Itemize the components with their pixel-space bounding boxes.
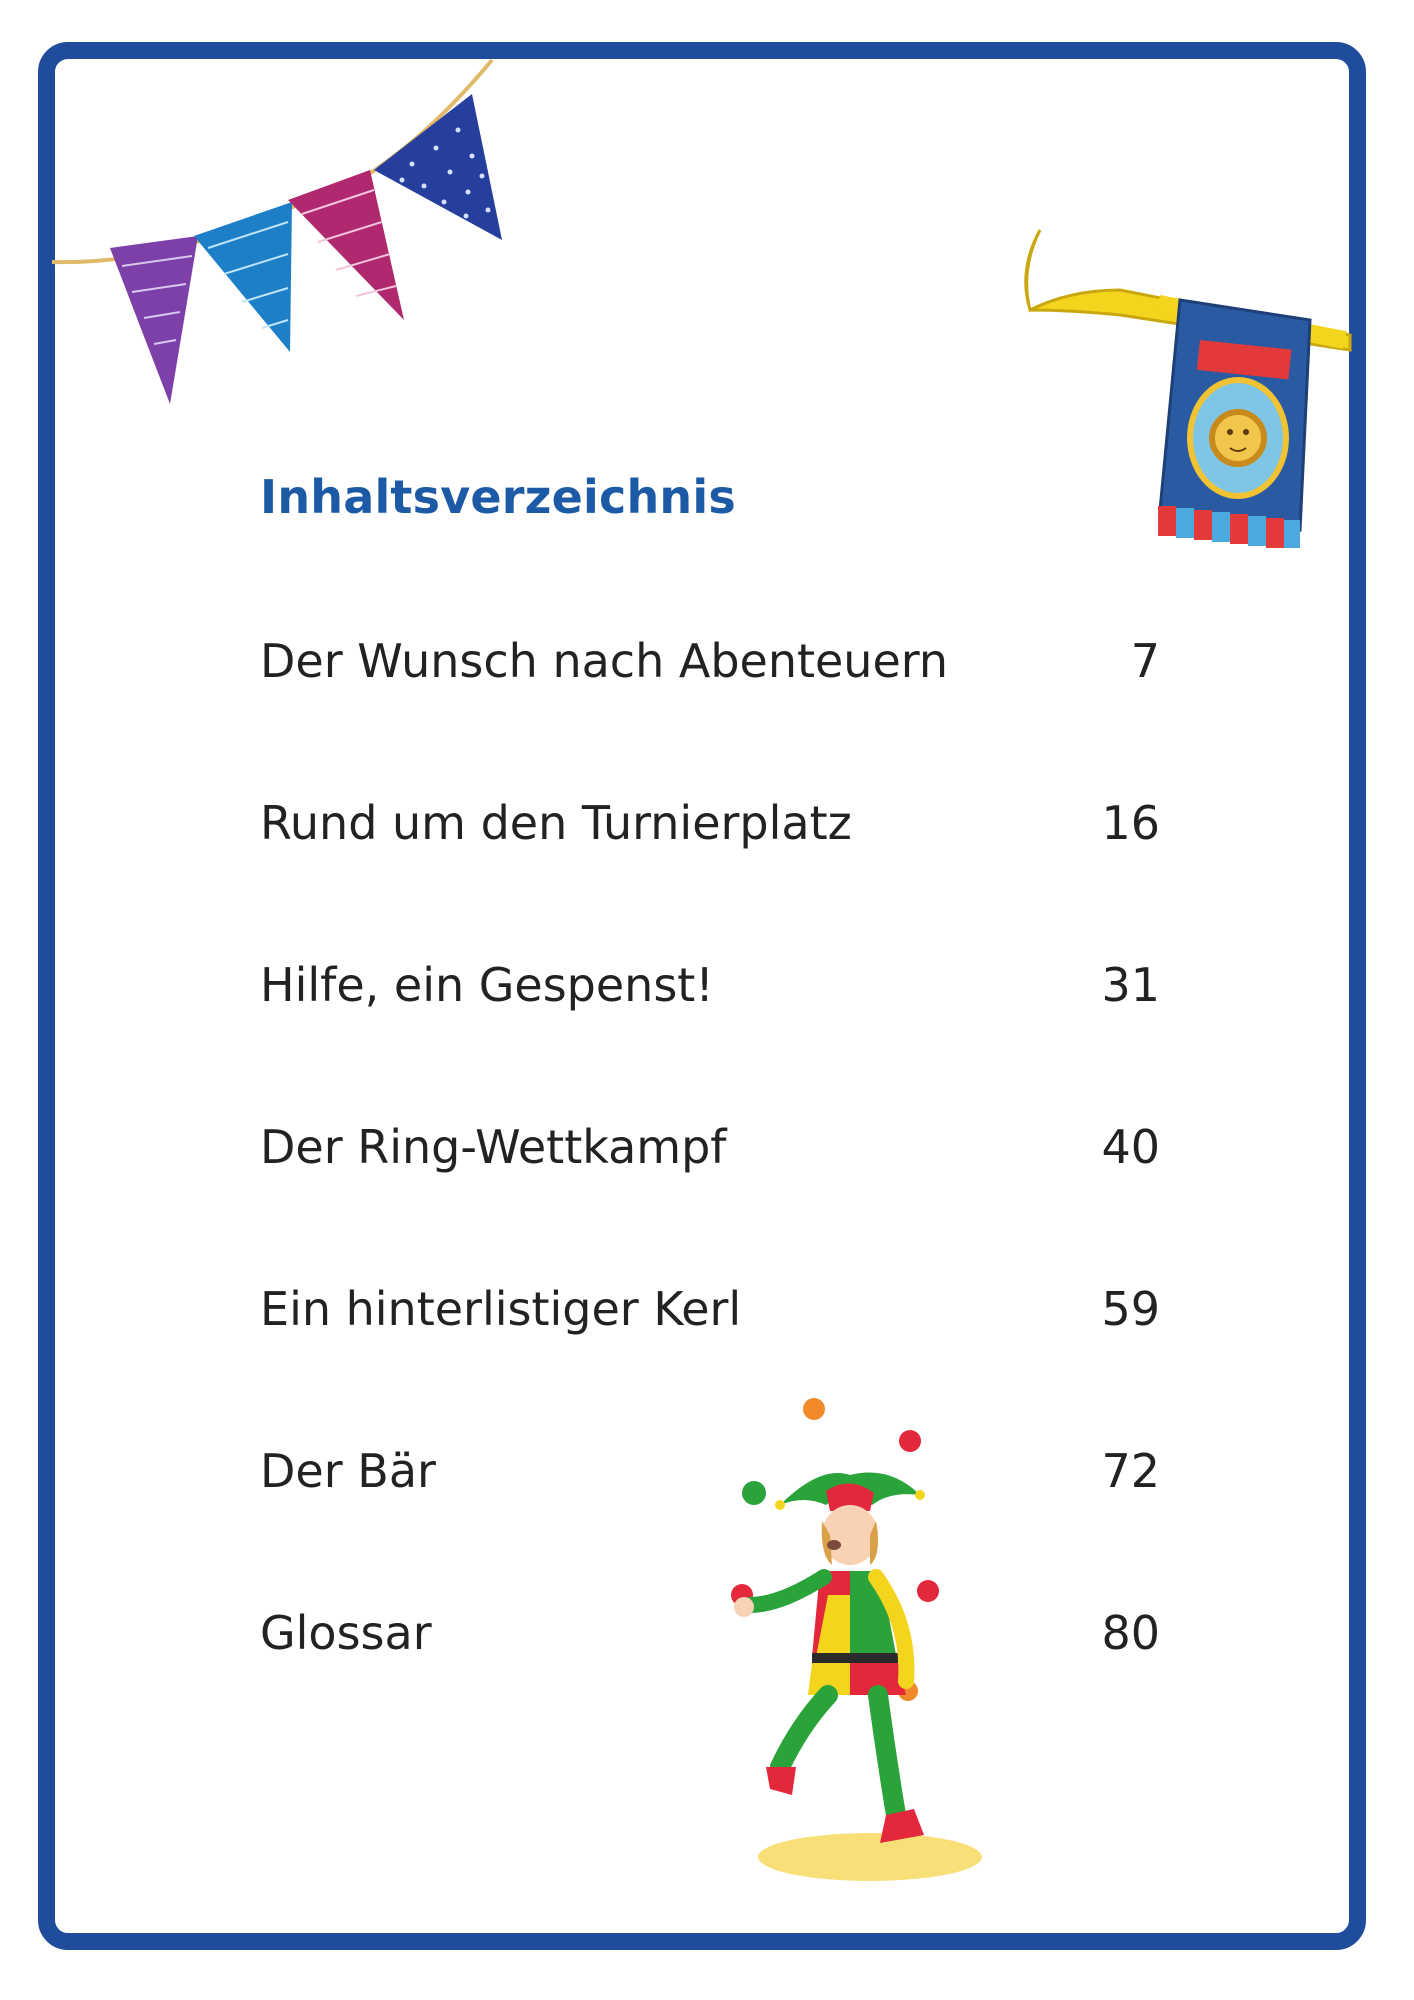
toc-entry-page: 40: [1101, 1120, 1160, 1174]
table-of-contents: Der Wunsch nach Abenteuern 7 Rund um den…: [260, 628, 1160, 1762]
page-frame: [38, 42, 1366, 1950]
page-title: Inhaltsverzeichnis: [260, 470, 736, 524]
trumpet-banner-illustration: [1024, 229, 1352, 548]
ball-orange: [803, 1398, 825, 1420]
toc-entry-page: 59: [1101, 1282, 1160, 1336]
pennant-blue: [194, 202, 292, 352]
pennant-navy: [374, 94, 502, 240]
jester-illustration: [731, 1398, 982, 1881]
toc-entry-page: 80: [1101, 1606, 1160, 1660]
pennant-purple: [110, 236, 198, 404]
toc-entry-label: Rund um den Turnierplatz: [260, 796, 852, 850]
lion-icon: [1209, 409, 1267, 467]
toc-entry-page: 31: [1101, 958, 1160, 1012]
toc-entry[interactable]: Ein hinterlistiger Kerl 59: [260, 1276, 1160, 1438]
toc-entry-label: Glossar: [260, 1606, 432, 1660]
toc-entry[interactable]: Der Bär 72: [260, 1438, 1160, 1600]
toc-entry-label: Der Ring-Wettkampf: [260, 1120, 727, 1174]
toc-entry-label: Der Wunsch nach Abenteuern: [260, 634, 949, 688]
ball-red: [899, 1430, 921, 1452]
toc-entry-label: Der Bär: [260, 1444, 436, 1498]
toc-entry-page: 7: [1130, 634, 1160, 688]
toc-entry-label: Ein hinterlistiger Kerl: [260, 1282, 742, 1336]
ball-red: [917, 1580, 939, 1602]
toc-entry-page: 16: [1101, 796, 1160, 850]
ball-green: [742, 1481, 766, 1505]
toc-entry[interactable]: Der Wunsch nach Abenteuern 7: [260, 628, 1160, 790]
pennant-magenta: [288, 170, 404, 320]
toc-entry[interactable]: Der Ring-Wettkampf 40: [260, 1114, 1160, 1276]
toc-entry[interactable]: Glossar 80: [260, 1600, 1160, 1762]
toc-entry[interactable]: Rund um den Turnierplatz 16: [260, 790, 1160, 952]
toc-entry-page: 72: [1101, 1444, 1160, 1498]
toc-entry-label: Hilfe, ein Gespenst!: [260, 958, 714, 1012]
ground-shadow: [758, 1833, 982, 1881]
bunting-illustration: [52, 58, 502, 404]
toc-entry[interactable]: Hilfe, ein Gespenst! 31: [260, 952, 1160, 1114]
